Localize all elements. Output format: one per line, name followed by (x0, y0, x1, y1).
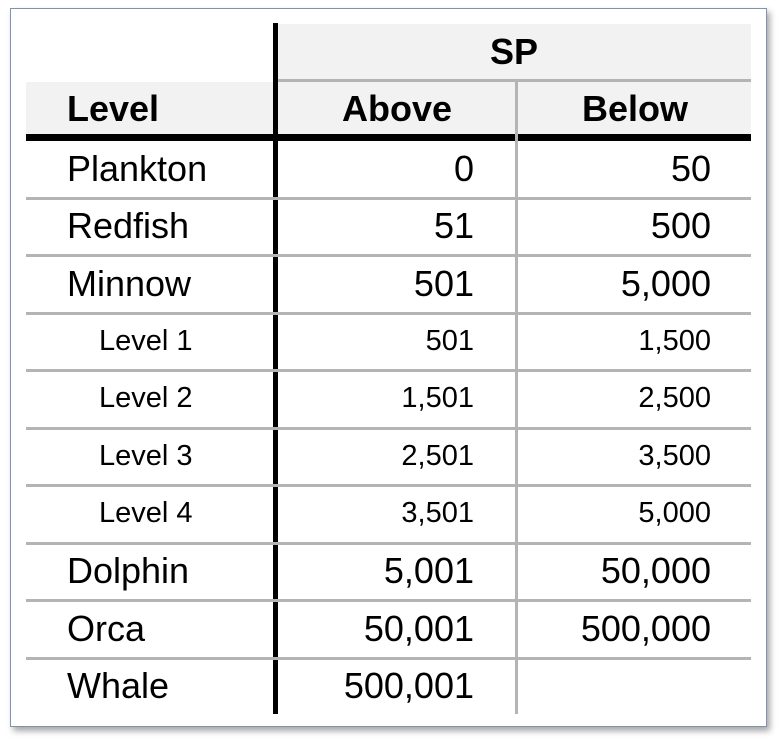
cell-level: Redfish (67, 205, 190, 247)
cell-below: 500,000 (580, 607, 711, 649)
cell-below: 3,500 (638, 439, 711, 472)
row-divider-line (26, 426, 751, 430)
row-divider-line (26, 254, 751, 257)
cell-below: 1,500 (638, 324, 711, 357)
header-thick-rule (26, 134, 751, 141)
cell-below: 50,000 (600, 550, 711, 592)
cell-above: 3,501 (401, 497, 474, 530)
cell-above: 2,501 (401, 439, 474, 472)
cell-above: 50,001 (363, 607, 474, 649)
cell-above: 501 (413, 262, 474, 304)
header-row-background (26, 82, 751, 134)
cell-below: 500 (650, 205, 711, 247)
above-below-divider (515, 82, 518, 714)
cell-below: 2,500 (638, 382, 711, 415)
cell-level: Level 1 (99, 324, 193, 357)
header-divider-line (277, 79, 751, 82)
row-divider-line (26, 656, 751, 660)
row-divider-line (26, 311, 751, 315)
column-header-below: Below (581, 88, 688, 129)
cell-level: Whale (67, 665, 170, 707)
cell-below: 50 (670, 147, 711, 189)
cell-below (520, 659, 711, 715)
cell-level: Level 2 (99, 382, 193, 415)
row-divider-line (26, 196, 751, 200)
cell-below: 5,000 (620, 262, 711, 304)
column-header-level: Level (67, 88, 160, 129)
row-divider-line (26, 484, 751, 487)
cell-above: 1,501 (401, 382, 474, 415)
cell-level: Dolphin (67, 550, 190, 592)
cell-level: Level 3 (99, 439, 193, 472)
cell-above: 5,001 (383, 550, 474, 592)
cell-above: 0 (453, 147, 474, 189)
level-column-divider (273, 23, 278, 714)
cell-below: 5,000 (638, 497, 711, 530)
group-header-sp: SP (489, 31, 539, 72)
row-divider-line (26, 541, 751, 545)
cell-level: Minnow (67, 262, 192, 304)
cell-level: Level 4 (99, 497, 193, 530)
cell-level: Orca (67, 607, 146, 649)
cell-above: 501 (425, 324, 474, 357)
cell-above: 51 (433, 205, 474, 247)
row-divider-line (26, 369, 751, 372)
header-group-background (277, 24, 751, 80)
row-divider-line (26, 599, 751, 602)
cell-level: Plankton (67, 147, 208, 189)
cell-above: 500,001 (343, 665, 474, 707)
column-header-above: Above (341, 88, 453, 129)
